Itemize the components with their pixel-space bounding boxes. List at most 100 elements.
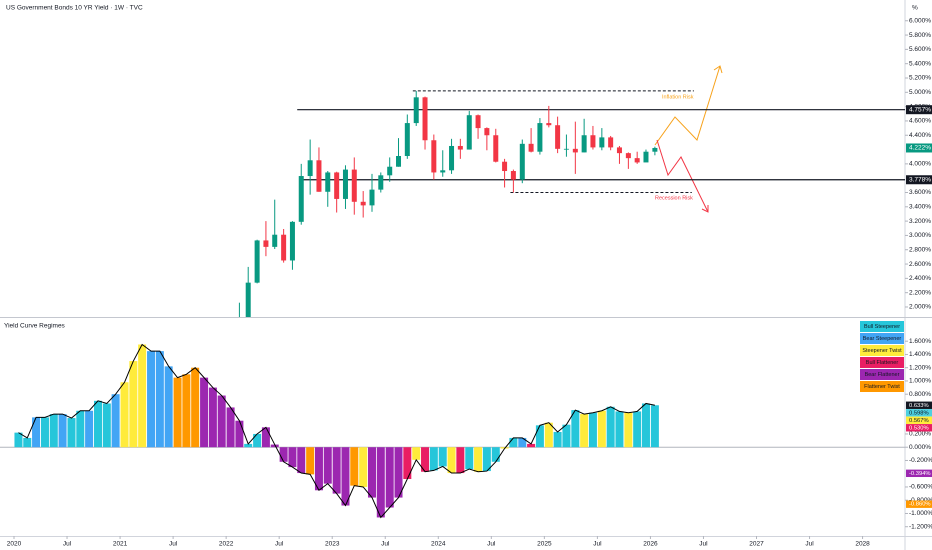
legend-swatch [860, 369, 904, 380]
bar [465, 447, 474, 470]
bar [509, 437, 518, 448]
bar [191, 367, 200, 448]
bar [297, 447, 306, 474]
candle-body [413, 97, 419, 124]
bar [491, 447, 500, 462]
bar [270, 444, 279, 448]
value-label-box [906, 409, 932, 417]
legend-swatch [860, 357, 904, 368]
candle-body [298, 176, 304, 222]
value-label-box [906, 500, 932, 508]
candle-body [449, 145, 455, 171]
bar [438, 447, 447, 467]
y-tick-label: 3.400% [909, 204, 931, 211]
candle-body [334, 172, 340, 199]
y-tick-label: 4.000% [909, 161, 931, 168]
legend-label: Bull Flattener [866, 360, 899, 366]
x-tick-label: Jul [275, 541, 284, 548]
bar [332, 447, 341, 494]
y-tick-label: 0.800% [909, 391, 931, 398]
candle-body [342, 169, 348, 199]
y-tick-label: 3.600% [909, 189, 931, 196]
bar [253, 433, 262, 448]
bar [58, 414, 67, 448]
bar [403, 447, 412, 480]
y-tick-label: 2.600% [909, 261, 931, 268]
candle-body [616, 147, 622, 154]
bar [155, 351, 164, 448]
value-label: 0.567% [909, 418, 929, 424]
bar [474, 447, 483, 472]
candle-body [272, 234, 278, 247]
y-tick-label: 1.200% [909, 364, 931, 371]
value-label: 0.598% [909, 410, 929, 416]
y-tick-label: 0.200% [909, 431, 931, 438]
legend-label: Bear Flattener [865, 372, 900, 378]
bar [518, 437, 527, 448]
y-tick-label: 5.000% [909, 89, 931, 96]
candle-body [351, 169, 357, 202]
bar [40, 417, 49, 448]
candle-body [387, 166, 393, 176]
y-tick-label: -0.600% [909, 484, 932, 491]
candle-body [643, 151, 649, 163]
annotation: Recession Risk [655, 195, 693, 201]
candle-body [599, 137, 605, 148]
bar [85, 410, 94, 448]
bar [226, 407, 235, 448]
bar [527, 443, 536, 448]
x-tick-label: 2028 [855, 541, 870, 548]
legend-swatch [860, 345, 904, 356]
x-tick-label: Jul [593, 541, 602, 548]
x-tick-label: 2024 [431, 541, 446, 548]
bar [376, 447, 385, 518]
bar [147, 351, 156, 448]
candle-body [484, 128, 490, 136]
last-price-label: 4.222% [909, 145, 931, 152]
bar [120, 382, 129, 448]
bar [217, 395, 226, 448]
bar [456, 447, 465, 474]
bar [279, 447, 288, 462]
bar [412, 447, 421, 460]
unit-label: % [912, 5, 918, 12]
price-pane [238, 90, 905, 317]
bar [129, 361, 138, 448]
bar [323, 447, 332, 484]
axes: 2020 Jul 2021 Jul 2022 Jul 2023 Jul 2024 Jul 2025 J… [7, 17, 932, 548]
candle-body [263, 240, 269, 247]
x-tick-label: Jul [699, 541, 708, 548]
bar [314, 447, 323, 491]
bar [173, 377, 182, 448]
bar [164, 366, 173, 448]
legend-label: Bear Steepener [863, 336, 902, 342]
legend-label: Steepener Twist [862, 348, 902, 354]
bar [544, 422, 553, 448]
y-tick-label: 4.400% [909, 132, 931, 139]
legend-swatch [860, 321, 904, 332]
y-tick-label: 4.600% [909, 118, 931, 125]
bar [535, 425, 544, 448]
level-label: 4.757% [909, 106, 931, 113]
candle-body [475, 115, 481, 129]
bar [588, 412, 597, 448]
candle-body [404, 123, 410, 156]
x-tick-label: 2023 [325, 541, 340, 548]
bar [235, 420, 244, 448]
y-tick-label: 6.000% [909, 17, 931, 24]
inflation-arrow [654, 65, 721, 146]
value-label-box [906, 424, 932, 432]
legend-swatch [860, 333, 904, 344]
candle-body [360, 201, 366, 206]
y-tick-label: -1.000% [909, 510, 932, 517]
bar [288, 447, 297, 468]
bar [447, 447, 456, 474]
candle-body [422, 97, 428, 141]
level-label-box [906, 175, 932, 185]
value-label-box [906, 401, 932, 409]
bar [571, 410, 580, 448]
bar [482, 447, 491, 472]
level-label-box [906, 105, 932, 115]
bar [650, 405, 659, 448]
